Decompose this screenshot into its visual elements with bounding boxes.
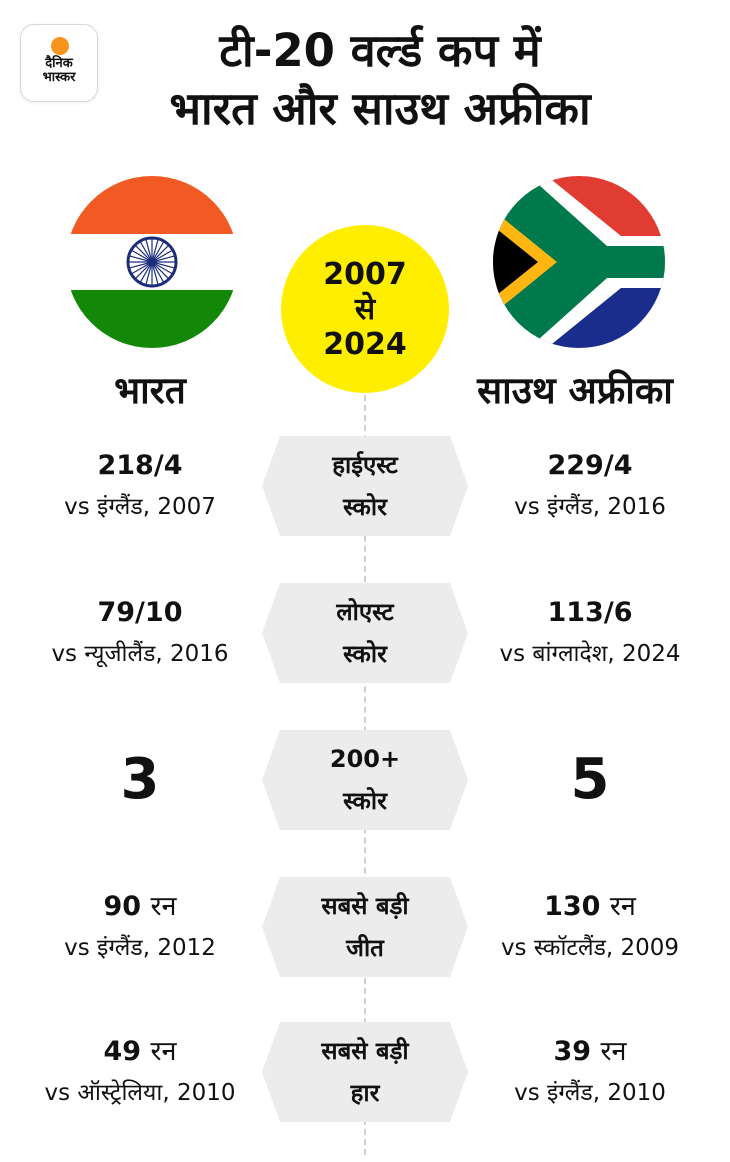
period-badge: 2007 से 2024 xyxy=(281,225,449,393)
stat-label-pill: हाईएस्ट स्कोर xyxy=(262,436,468,536)
india-stat: 3 xyxy=(20,730,260,830)
stat-label-pill: सबसे बड़ी हार xyxy=(262,1022,468,1122)
south-africa-stat-detail: vs इंग्लैंड, 2010 xyxy=(514,1080,666,1106)
stat-label-pill: सबसे बड़ी जीत xyxy=(262,877,468,977)
title-line1: टी-20 वर्ल्ड कप में xyxy=(219,24,541,77)
chakra-spoke xyxy=(151,261,165,283)
south-africa-stat: 113/6 vs बांग्लादेश, 2024 xyxy=(470,583,710,683)
south-africa-stat-detail: vs स्कॉटलैंड, 2009 xyxy=(500,935,680,961)
south-africa-stat-value: 229/4 xyxy=(547,450,633,481)
period-from: 2007 xyxy=(323,256,407,292)
india-stat-value: 3 xyxy=(120,747,160,812)
chakra-spoke xyxy=(151,261,175,269)
stat-label-line2: जीत xyxy=(346,934,384,962)
team-name-south-africa: साउथ अफ्रीका xyxy=(477,369,673,412)
stat-label-pill: 200+ स्कोर xyxy=(262,730,468,830)
stat-label-line1: सबसे बड़ी xyxy=(321,1037,409,1065)
title-line2: भारत और साउथ अफ्रीका xyxy=(169,82,591,135)
south-africa-stat-value: 113/6 xyxy=(547,597,633,628)
india-stat: 218/4 vs इंग्लैंड, 2007 xyxy=(20,436,260,536)
south-africa-stat-value: 39 रन xyxy=(553,1036,627,1067)
india-stat-value: 79/10 xyxy=(97,597,183,628)
stat-row-200-plus-scores: 3 200+ स्कोर 5 xyxy=(0,730,730,830)
south-africa-stat-value: 5 xyxy=(570,747,610,812)
chakra-spoke xyxy=(151,239,159,263)
chakra-spoke xyxy=(129,255,153,263)
india-stat-detail: vs ऑस्ट्रेलिया, 2010 xyxy=(44,1080,236,1106)
chakra-spoke xyxy=(151,241,165,263)
period-to: 2024 xyxy=(323,326,407,362)
chakra-spoke xyxy=(151,255,175,263)
chakra-spoke xyxy=(131,249,153,263)
stat-row-biggest-win: 90 रन vs इंग्लैंड, 2012 सबसे बड़ी जीत 13… xyxy=(0,877,730,977)
stat-label-line2: हार xyxy=(350,1079,380,1107)
india-stat-detail: vs न्यूजीलैंड, 2016 xyxy=(51,641,229,667)
south-africa-stat-detail: vs इंग्लैंड, 2016 xyxy=(514,494,666,520)
stat-label-line1: हाईएस्ट xyxy=(332,451,398,479)
stat-row-lowest-score: 79/10 vs न्यूजीलैंड, 2016 लोएस्ट स्कोर 1… xyxy=(0,583,730,683)
chakra-spoke xyxy=(131,261,153,275)
chakra-spoke xyxy=(151,261,169,279)
india-stat-value: 49 रन xyxy=(103,1036,177,1067)
stat-label-pill: लोएस्ट स्कोर xyxy=(262,583,468,683)
stat-label-line1: लोएस्ट xyxy=(336,598,394,626)
team-name-india: भारत xyxy=(114,369,186,412)
india-stat-value: 90 रन xyxy=(103,891,177,922)
sun-icon xyxy=(51,37,69,55)
india-stat: 90 रन vs इंग्लैंड, 2012 xyxy=(20,877,260,977)
chakra-spoke xyxy=(129,261,153,269)
chakra-spoke xyxy=(135,261,153,279)
period-connector: से xyxy=(354,291,376,327)
south-africa-stat-detail: vs बांग्लादेश, 2024 xyxy=(499,641,681,667)
south-africa-stat: 229/4 vs इंग्लैंड, 2016 xyxy=(470,436,710,536)
chakra-spoke xyxy=(151,249,173,263)
stat-label-line1: सबसे बड़ी xyxy=(321,892,409,920)
chakra-spoke xyxy=(145,261,153,285)
india-stat: 79/10 vs न्यूजीलैंड, 2016 xyxy=(20,583,260,683)
south-africa-flag-icon xyxy=(493,176,665,348)
logo-text-line1: दैनिक xyxy=(45,56,73,71)
chakra-spoke xyxy=(135,245,153,263)
india-stat-detail: vs इंग्लैंड, 2007 xyxy=(64,494,216,520)
india-stat-value: 218/4 xyxy=(97,450,183,481)
india-stat-detail: vs इंग्लैंड, 2012 xyxy=(64,935,216,961)
stat-label-line2: स्कोर xyxy=(343,640,387,668)
south-africa-stat: 5 xyxy=(470,730,710,830)
india-stat: 49 रन vs ऑस्ट्रेलिया, 2010 xyxy=(20,1022,260,1122)
chakra-spoke xyxy=(139,261,153,283)
chakra-spoke xyxy=(139,241,153,263)
chakra-spoke xyxy=(151,245,169,263)
stat-label-line2: स्कोर xyxy=(343,493,387,521)
south-africa-stat: 39 रन vs इंग्लैंड, 2010 xyxy=(470,1022,710,1122)
stat-label-line2: स्कोर xyxy=(343,787,387,815)
south-africa-stat-value: 130 रन xyxy=(544,891,636,922)
india-flag-icon xyxy=(66,176,238,348)
page-title: टी-20 वर्ल्ड कप में भारत और साउथ अफ्रीका xyxy=(100,22,660,138)
stat-row-biggest-loss: 49 रन vs ऑस्ट्रेलिया, 2010 सबसे बड़ी हार… xyxy=(0,1022,730,1122)
stat-row-highest-score: 218/4 vs इंग्लैंड, 2007 हाईएस्ट स्कोर 22… xyxy=(0,436,730,536)
south-africa-stat: 130 रन vs स्कॉटलैंड, 2009 xyxy=(470,877,710,977)
stat-label-line1: 200+ xyxy=(329,745,401,773)
logo-text-line2: भास्कर xyxy=(42,70,76,85)
chakra-spoke xyxy=(151,261,159,285)
dainik-bhaskar-logo: दैनिक भास्कर xyxy=(20,24,98,102)
chakra-spoke xyxy=(151,261,173,275)
chakra-spoke xyxy=(145,239,153,263)
